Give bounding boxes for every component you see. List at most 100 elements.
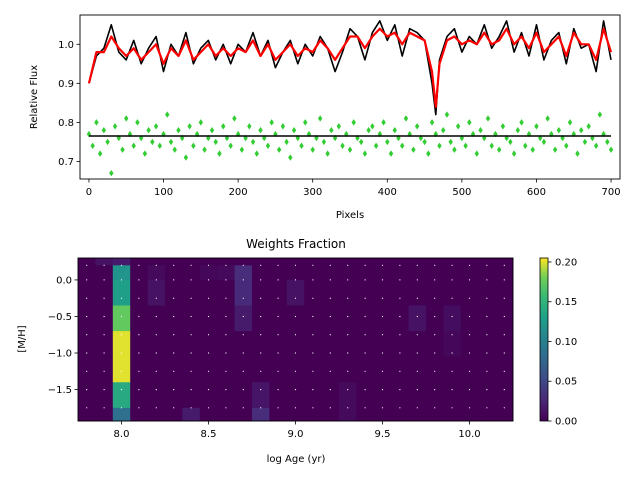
colorbar-tick-label: 0.00 xyxy=(555,417,577,428)
grid-dot xyxy=(347,315,349,318)
grid-dot xyxy=(329,370,331,372)
grid-dot xyxy=(294,279,297,281)
heatmap-cell xyxy=(165,407,183,422)
colorbar xyxy=(539,257,549,422)
heatmap-cell xyxy=(356,279,375,306)
grid-dot xyxy=(364,279,366,281)
heatmap-cell xyxy=(130,331,148,358)
residual-point xyxy=(291,126,297,134)
residual-point xyxy=(165,111,170,118)
grid-dot xyxy=(103,264,105,266)
grid-dot xyxy=(120,297,123,299)
grid-dot xyxy=(312,407,314,409)
observed-spectrum-line xyxy=(88,20,612,116)
residual-point xyxy=(235,130,241,138)
grid-dot xyxy=(138,279,140,281)
heatmap-cell xyxy=(391,382,409,409)
heatmap-cell xyxy=(391,279,409,306)
heatmap-cell xyxy=(460,407,479,422)
heatmap-cell xyxy=(182,305,201,332)
heatmap-cell xyxy=(443,382,462,409)
heatmap-cell xyxy=(339,382,357,409)
heatmap-cell xyxy=(460,331,479,358)
heatmap-cell xyxy=(356,331,375,358)
grid-dot xyxy=(207,407,210,409)
grid-dot xyxy=(416,334,418,336)
heatmap-cell xyxy=(495,265,514,281)
residual-point xyxy=(556,126,562,134)
heatmap-cell xyxy=(217,331,235,358)
residual-point xyxy=(567,119,573,126)
grid-dot xyxy=(225,407,227,409)
grid-dot xyxy=(416,407,418,409)
residual-point xyxy=(310,146,315,153)
grid-dot xyxy=(312,352,314,354)
heatmap-cell xyxy=(391,356,409,383)
heatmap-cell xyxy=(286,305,305,332)
x-tick-label: 8.5 xyxy=(201,429,217,440)
heatmap-cell xyxy=(304,356,322,383)
grid-dot xyxy=(86,334,88,336)
grid-dot xyxy=(260,334,262,336)
heatmap-cell xyxy=(495,407,514,422)
grid-dot xyxy=(277,264,279,266)
x-tick-label: 700 xyxy=(602,187,621,198)
residual-point xyxy=(303,119,308,126)
grid-dot xyxy=(277,407,279,409)
heatmap-cell xyxy=(182,407,201,422)
grid-dot xyxy=(347,334,349,336)
grid-dot xyxy=(155,370,157,372)
residual-point xyxy=(239,146,245,153)
heatmap-cell xyxy=(95,382,114,409)
heatmap-cell xyxy=(408,279,427,306)
heatmap-cell xyxy=(199,258,218,266)
residual-point xyxy=(545,115,550,122)
grid-dot xyxy=(103,297,105,299)
heatmap-cell xyxy=(78,407,96,422)
heatmap-cell xyxy=(478,407,496,422)
grid-dot xyxy=(451,370,453,372)
heatmap-cell xyxy=(217,305,235,332)
heatmap-cell xyxy=(373,331,392,358)
heatmap-cell xyxy=(199,356,218,383)
residual-point xyxy=(429,119,435,126)
grid-dot xyxy=(155,334,157,336)
heatmap-cell xyxy=(356,407,375,422)
heatmap-cell xyxy=(460,279,479,306)
heatmap-cell xyxy=(443,279,462,306)
grid-dot xyxy=(381,389,384,391)
grid-dot xyxy=(242,389,244,391)
residual-point xyxy=(362,150,368,157)
residual-point xyxy=(209,126,215,134)
heatmap-cell xyxy=(269,407,288,422)
heatmap-cell xyxy=(356,258,375,266)
residual-point xyxy=(299,142,304,150)
x-tick-label: 100 xyxy=(154,187,173,198)
residual-point xyxy=(336,123,342,130)
grid-dot xyxy=(277,297,279,299)
heatmap-cell xyxy=(408,305,427,332)
residual-point xyxy=(388,150,394,157)
grid-dot xyxy=(486,315,488,318)
heatmap-cell xyxy=(373,356,392,383)
grid-dot xyxy=(138,264,140,266)
heatmap-cell xyxy=(478,331,496,358)
grid-dot xyxy=(103,334,105,336)
grid-dot xyxy=(120,279,123,281)
heatmap-cell xyxy=(426,356,444,383)
grid-dot xyxy=(277,279,279,281)
heatmap-cell xyxy=(95,407,114,422)
grid-dot xyxy=(86,407,88,409)
grid-dot xyxy=(225,297,227,299)
grid-dot xyxy=(173,407,175,409)
residual-point xyxy=(317,115,323,122)
grid-dot xyxy=(138,407,140,409)
x-tick-label: 500 xyxy=(452,187,471,198)
residual-point xyxy=(191,142,196,150)
grid-dot xyxy=(207,279,210,281)
grid-dot xyxy=(260,389,262,391)
heatmap-cell xyxy=(130,356,148,383)
heatmap-cell xyxy=(373,258,392,266)
residual-point xyxy=(138,134,144,142)
x-tick-label: 600 xyxy=(527,187,546,198)
